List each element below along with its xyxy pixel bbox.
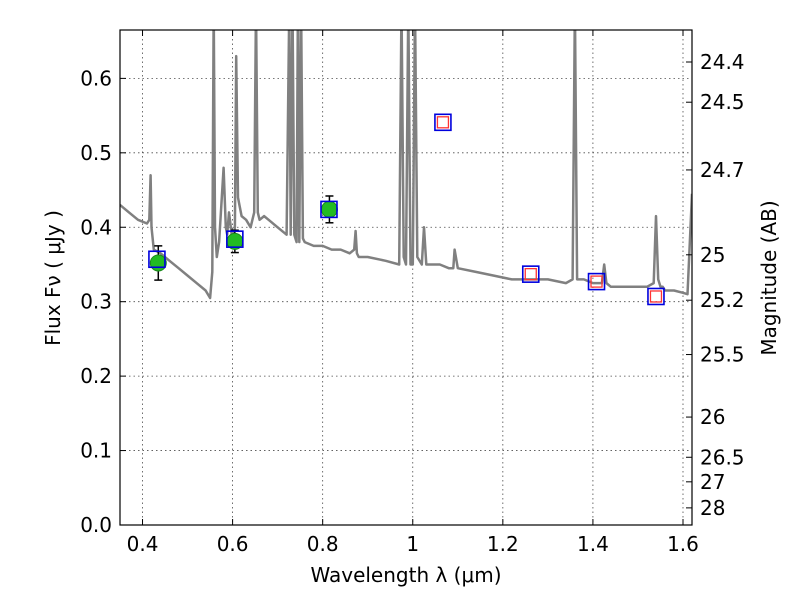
model-square bbox=[320, 200, 338, 219]
right-tick-label: 25 bbox=[700, 243, 725, 267]
plot-frame bbox=[119, 29, 693, 526]
right-tick-label: 24.5 bbox=[700, 90, 745, 114]
right-tick-label: 26.5 bbox=[700, 445, 745, 469]
y-tick-label: 0.0 bbox=[80, 513, 112, 537]
y-tick-label: 0.2 bbox=[80, 364, 112, 388]
x-tick-label: 0.8 bbox=[307, 532, 339, 556]
model-square bbox=[226, 230, 244, 248]
right-tick-label: 24.4 bbox=[700, 50, 745, 74]
x-tick-label: 0.4 bbox=[127, 532, 159, 556]
model-square bbox=[647, 287, 665, 306]
filter-square bbox=[436, 116, 450, 129]
right-tick-label: 26 bbox=[700, 405, 725, 429]
x-axis-label: Wavelength λ (μm) bbox=[310, 563, 501, 587]
x-tick-label: 1.6 bbox=[667, 532, 699, 556]
model-square bbox=[434, 113, 452, 132]
y-tick-label: 0.5 bbox=[80, 141, 112, 165]
filter-square bbox=[590, 275, 603, 288]
x-tick-label: 1.2 bbox=[487, 532, 519, 556]
plot-layer bbox=[120, 30, 692, 306]
right-tick-label: 25.5 bbox=[700, 343, 745, 367]
right-axis-label: Magnitude (AB) bbox=[757, 200, 781, 355]
y-tick-label: 0.4 bbox=[80, 215, 112, 239]
y-axis-label: Flux Fν ( μJy ) bbox=[41, 210, 65, 346]
right-tick-label: 24.7 bbox=[700, 158, 745, 182]
model-square bbox=[521, 265, 540, 283]
filter-square bbox=[524, 268, 537, 281]
photometry-point bbox=[149, 254, 167, 272]
model-square bbox=[587, 272, 606, 291]
x-tick-label: 0.6 bbox=[217, 532, 249, 556]
model-square bbox=[148, 250, 166, 269]
y-tick-label: 0.6 bbox=[80, 66, 112, 90]
y-tick-label: 0.3 bbox=[80, 290, 112, 314]
y-tick-label: 0.1 bbox=[80, 439, 112, 463]
filter-square bbox=[649, 290, 663, 303]
right-tick-label: 28 bbox=[700, 496, 725, 520]
tick-layer: 0.4 0.6 0.8 1 1.2 1.4 1.6 0.0 0.1 0.2 0.3 0.4 0.5 0.6… bbox=[80, 30, 745, 556]
spectrum-line bbox=[120, 30, 692, 300]
photometry-point bbox=[320, 200, 338, 218]
x-tick-label: 1.4 bbox=[577, 532, 609, 556]
right-tick-label: 27 bbox=[700, 470, 725, 494]
x-tick-label: 1 bbox=[406, 532, 419, 556]
right-tick-label: 25.2 bbox=[700, 288, 745, 312]
